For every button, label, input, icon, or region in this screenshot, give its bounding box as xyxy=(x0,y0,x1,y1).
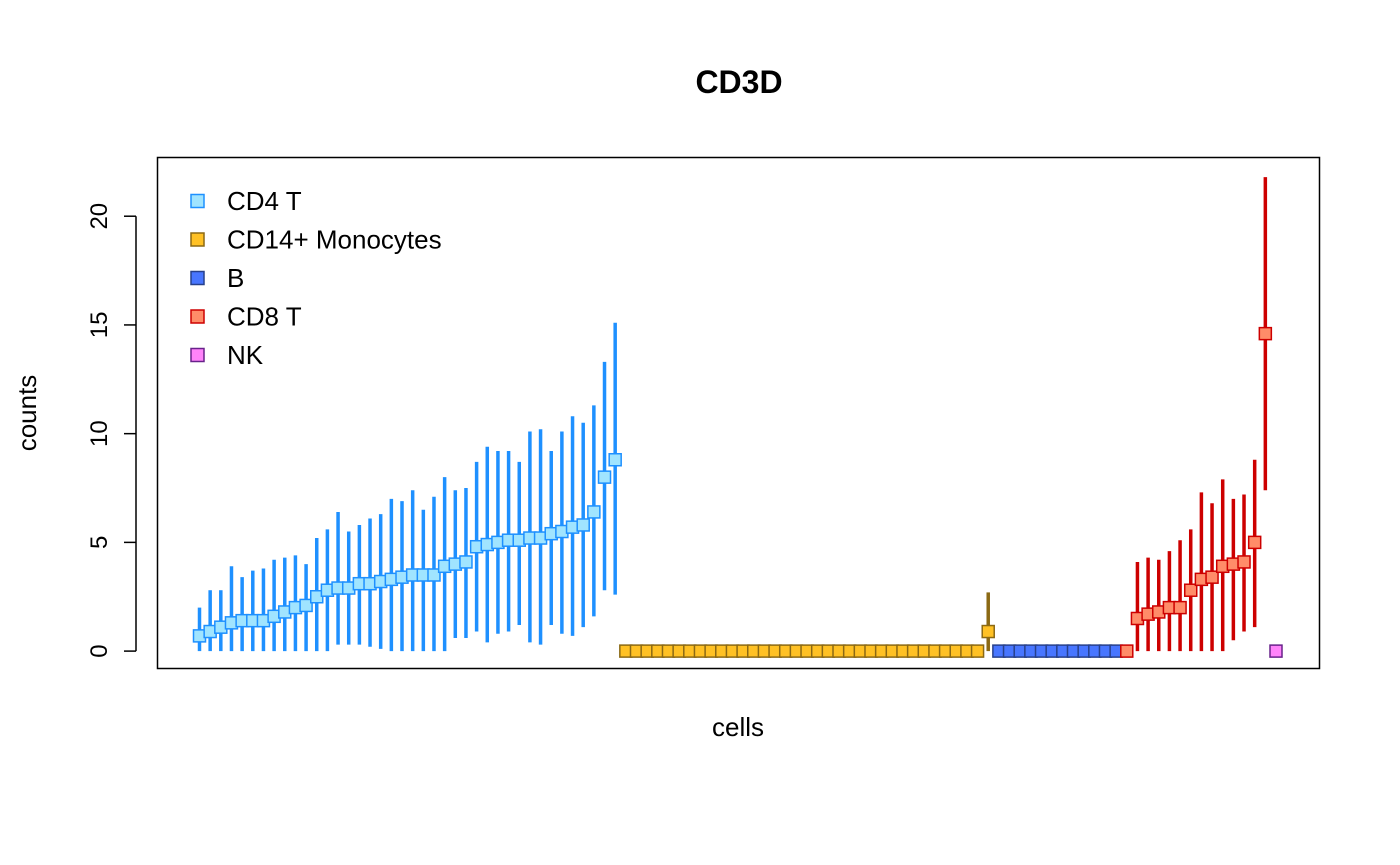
legend-label: CD4 T xyxy=(227,186,302,216)
data-point xyxy=(427,568,441,582)
legend: CD4 T CD14+ Monocytes B CD8 T NK xyxy=(190,186,442,370)
data-point xyxy=(299,598,313,613)
data-point xyxy=(1269,644,1283,658)
data-point xyxy=(981,624,995,639)
data-points xyxy=(192,177,1283,658)
legend-swatch xyxy=(190,347,205,363)
data-point xyxy=(1120,644,1134,658)
y-tick-label: 5 xyxy=(86,536,113,549)
data-point xyxy=(1173,600,1187,615)
x-axis-label: cells xyxy=(712,712,764,742)
data-point xyxy=(1205,570,1219,584)
y-axis: 0 5 10 15 20 xyxy=(86,203,137,658)
legend-label: CD8 T xyxy=(227,302,302,332)
data-point xyxy=(597,470,612,484)
data-point xyxy=(1247,535,1262,550)
legend-label: B xyxy=(227,263,244,293)
y-tick-label: 20 xyxy=(86,203,113,230)
data-point xyxy=(1258,326,1273,341)
legend-swatch xyxy=(190,270,205,286)
chart-title: CD3D xyxy=(695,64,782,100)
data-point xyxy=(970,644,985,658)
legend-label: CD14+ Monocytes xyxy=(227,225,442,255)
y-tick-label: 10 xyxy=(86,420,113,447)
data-point xyxy=(576,518,590,532)
y-tick-label: 15 xyxy=(86,312,113,339)
legend-swatch xyxy=(190,193,205,209)
legend-label: NK xyxy=(227,340,264,370)
y-axis-label: counts xyxy=(12,375,42,452)
legend-swatch xyxy=(190,309,205,324)
data-point xyxy=(459,555,473,569)
data-point xyxy=(587,505,601,519)
data-point xyxy=(1183,583,1198,597)
data-point xyxy=(608,453,622,467)
y-tick-label: 0 xyxy=(86,644,113,657)
data-point xyxy=(1237,555,1251,569)
plot-frame xyxy=(156,156,1321,670)
legend-swatch xyxy=(190,232,205,247)
